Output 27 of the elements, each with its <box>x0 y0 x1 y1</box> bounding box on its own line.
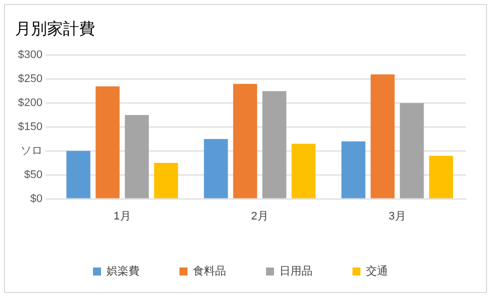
legend-label: 日用品 <box>280 266 312 278</box>
text: $50 <box>24 168 42 181</box>
bar <box>96 86 120 198</box>
bar <box>233 84 258 198</box>
text: $300 <box>18 49 42 62</box>
text: $200 <box>18 97 42 110</box>
bar <box>204 138 228 198</box>
x-tick-label: 2月 <box>251 210 268 222</box>
bar <box>400 103 424 198</box>
bar <box>66 150 90 198</box>
text: $150 <box>18 121 42 134</box>
bar <box>292 144 316 198</box>
y-tick-label: ソロ <box>20 144 42 157</box>
bar <box>429 156 454 198</box>
bar <box>370 74 395 198</box>
text: $250 <box>18 73 42 86</box>
bar <box>154 162 178 198</box>
text: $0 <box>30 192 42 205</box>
bar <box>341 141 366 198</box>
x-tick-label: 1月 <box>114 210 131 222</box>
x-tick-label: 3月 <box>388 210 406 222</box>
bar <box>262 91 286 198</box>
bar <box>124 115 149 198</box>
chart-title: 月別家計費 <box>15 18 95 38</box>
legend-label: 交通 <box>366 264 388 278</box>
legend-label: 食料品 <box>193 264 226 278</box>
legend-label: 娯楽費 <box>106 264 140 278</box>
